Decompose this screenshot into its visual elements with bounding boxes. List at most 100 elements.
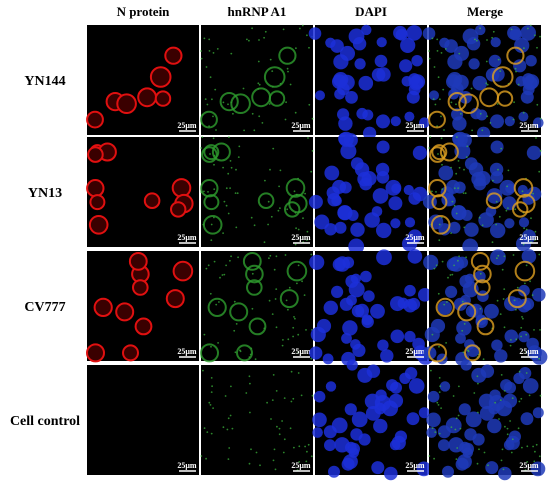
cell-ring xyxy=(154,90,172,107)
speck xyxy=(506,427,509,430)
nucleus xyxy=(447,72,463,88)
nucleus xyxy=(502,196,517,211)
speck xyxy=(287,338,290,341)
nucleus xyxy=(341,333,352,344)
speck xyxy=(478,216,481,219)
speck xyxy=(201,136,204,138)
speck xyxy=(204,98,207,100)
speck xyxy=(440,115,442,118)
nucleus xyxy=(518,111,529,122)
speck xyxy=(499,70,502,72)
cell-ring xyxy=(203,144,220,161)
cell-ring xyxy=(89,194,106,211)
micrograph-panel: 25μm xyxy=(86,251,199,363)
speck xyxy=(233,300,236,303)
speck xyxy=(211,98,213,101)
speck xyxy=(458,385,460,388)
nucleus xyxy=(333,72,349,88)
micrograph-panel: 25μm xyxy=(422,24,544,140)
nucleus xyxy=(448,437,464,453)
speck xyxy=(303,294,306,296)
nucleus xyxy=(520,412,534,426)
speck xyxy=(506,185,508,188)
speck xyxy=(288,286,291,289)
nucleus xyxy=(484,303,499,319)
cell-ring xyxy=(245,264,264,284)
speck xyxy=(308,103,311,106)
nucleus xyxy=(429,90,439,101)
speck xyxy=(455,212,458,215)
speck xyxy=(248,462,251,465)
speck xyxy=(282,28,285,31)
nucleus xyxy=(390,296,405,312)
cell-ring xyxy=(128,252,148,271)
nucleus xyxy=(323,425,337,439)
speck xyxy=(510,451,513,454)
speck xyxy=(251,272,254,275)
speck xyxy=(481,129,484,132)
speck xyxy=(489,122,492,124)
cell-ring xyxy=(476,317,495,336)
micrograph-panel: 25μm xyxy=(423,249,548,367)
cell-ring xyxy=(248,317,267,336)
nucleus xyxy=(504,218,515,229)
speck xyxy=(457,259,459,262)
speck xyxy=(502,298,505,300)
nucleus xyxy=(438,439,450,452)
cell-ring xyxy=(512,201,529,218)
speck xyxy=(200,50,202,52)
nucleus xyxy=(408,229,422,244)
nucleus xyxy=(445,285,458,298)
cell-ring xyxy=(284,201,301,218)
speck xyxy=(442,88,445,91)
nucleus xyxy=(514,37,530,53)
nucleus xyxy=(532,288,546,302)
nucleus xyxy=(407,297,421,311)
speck xyxy=(436,50,439,52)
nucleus xyxy=(342,256,355,269)
speck xyxy=(517,83,520,86)
nucleus xyxy=(359,177,373,191)
speck xyxy=(207,264,210,267)
speck xyxy=(461,329,464,332)
nucleus xyxy=(427,390,440,403)
cell-ring xyxy=(132,279,149,296)
speck xyxy=(521,316,523,318)
cell-ring xyxy=(447,92,467,112)
speck xyxy=(435,191,437,193)
scale-bar-label: 25μm xyxy=(405,347,425,356)
speck xyxy=(438,377,441,379)
nucleus xyxy=(404,284,416,297)
speck xyxy=(538,357,541,360)
speck xyxy=(533,460,536,463)
speck xyxy=(282,451,285,454)
nucleus xyxy=(328,465,340,478)
speck xyxy=(294,243,297,246)
speck xyxy=(229,259,231,262)
nucleus xyxy=(478,212,494,228)
nucleus xyxy=(376,222,392,239)
nucleus xyxy=(533,117,544,128)
nucleus xyxy=(457,454,472,469)
cell-ring xyxy=(143,192,161,210)
speck xyxy=(267,200,270,203)
speck xyxy=(274,468,277,471)
speck xyxy=(510,339,512,341)
nucleus xyxy=(490,249,506,266)
speck xyxy=(440,137,443,140)
nucleus xyxy=(346,294,357,306)
speck xyxy=(509,344,512,347)
speck xyxy=(431,427,434,429)
speck xyxy=(301,24,304,27)
speck xyxy=(261,122,264,124)
speck xyxy=(503,326,506,329)
nucleus xyxy=(354,58,366,70)
cell-ring xyxy=(474,279,491,296)
nucleus xyxy=(475,24,486,36)
speck xyxy=(295,227,297,230)
scale-bar-label: 25μm xyxy=(519,347,539,356)
nucleus xyxy=(312,412,327,428)
nucleus xyxy=(491,339,503,351)
speck xyxy=(258,39,260,41)
speck xyxy=(458,255,460,258)
